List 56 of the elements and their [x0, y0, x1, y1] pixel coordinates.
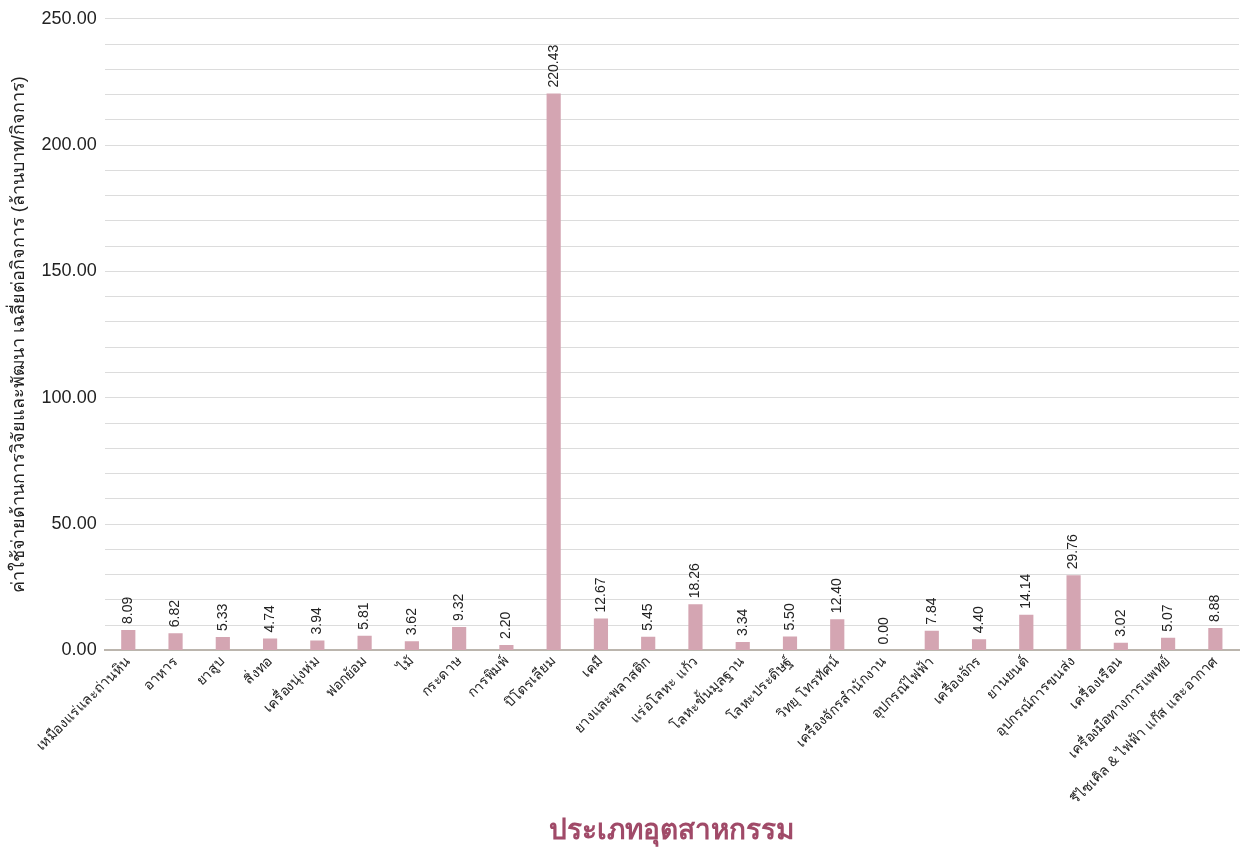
data-label: 18.26 [686, 563, 703, 599]
bar [168, 633, 183, 650]
data-label: 12.40 [828, 577, 845, 614]
bar [924, 630, 939, 650]
y-tick-label: 100.00 [41, 386, 97, 407]
data-label: 4.40 [969, 605, 986, 634]
data-label: 8.09 [119, 596, 136, 625]
bar [310, 640, 325, 650]
bar [1208, 628, 1223, 650]
data-label: 3.02 [1111, 609, 1128, 637]
bar [546, 93, 561, 650]
data-label: 14.14 [1017, 573, 1034, 609]
bar [1161, 637, 1176, 650]
bar [357, 635, 372, 650]
data-label: 5.33 [213, 603, 230, 631]
y-tick-label: 50.00 [51, 513, 97, 534]
bar [1019, 614, 1034, 650]
data-label: 9.32 [450, 593, 466, 621]
data-label: 4.74 [260, 605, 277, 633]
bar [735, 642, 750, 650]
x-tick-label: ไม้ [393, 652, 417, 677]
y-axis-title: ค่าใช้จ่ายด้านการวิจัยและพัฒนา เฉลี่ยต่อกิจการ (ล้านบาท/กิจการ) [4, 76, 28, 594]
bar [1066, 575, 1081, 650]
data-label: 6.82 [166, 599, 183, 628]
bar [262, 638, 278, 650]
data-label: 5.07 [1158, 604, 1175, 632]
bar [641, 636, 656, 650]
data-label: 3.94 [308, 607, 325, 635]
x-axis-title: ประเภทอุตสาหกรรม [549, 813, 795, 847]
bar [688, 604, 703, 650]
data-label: 5.50 [780, 603, 797, 631]
data-label: 0.00 [875, 617, 892, 645]
data-label: 7.84 [922, 597, 939, 625]
bar [593, 618, 609, 650]
data-label: 3.34 [733, 608, 750, 637]
bar [404, 641, 419, 650]
y-tick-label: 200.00 [41, 134, 97, 155]
y-tick-label: 150.00 [41, 260, 97, 281]
bar [971, 639, 987, 650]
data-label: 5.81 [355, 602, 372, 630]
bar [121, 630, 136, 650]
bar [215, 637, 230, 650]
y-tick-label: 250.00 [41, 7, 97, 28]
bar [452, 626, 467, 650]
bar [1113, 642, 1128, 650]
data-label: 5.45 [639, 603, 656, 631]
data-label: 29.76 [1064, 534, 1081, 570]
bar [499, 644, 514, 650]
data-label: 220.43 [544, 44, 561, 88]
data-label: 8.88 [1206, 594, 1223, 623]
data-label: 3.62 [402, 607, 419, 636]
y-tick-label: 0.00 [61, 639, 97, 660]
bar [782, 636, 798, 650]
data-label: 2.20 [497, 611, 514, 639]
data-label: 12.67 [591, 577, 608, 613]
bar [830, 619, 845, 650]
